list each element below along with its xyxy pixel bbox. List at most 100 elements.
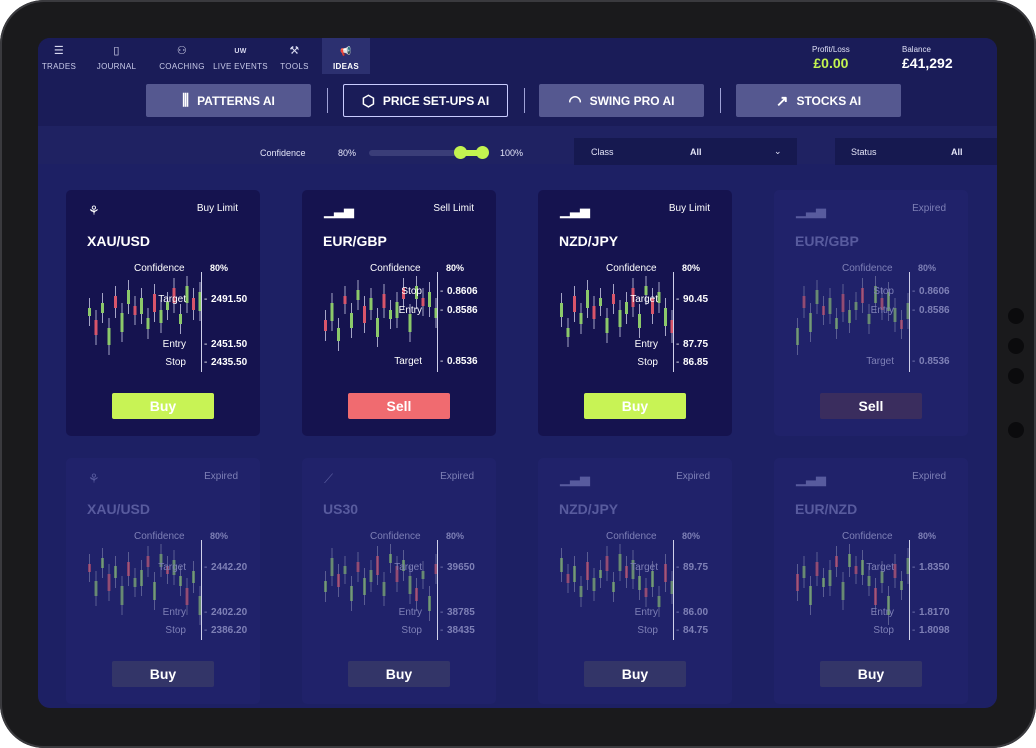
candle-body: [815, 562, 819, 576]
confidence-min-handle[interactable]: [454, 146, 467, 159]
side-button: [1008, 338, 1024, 354]
trade-card[interactable]: ▁▃▅ Expired EUR/GBP Confidence 80% Stop -0.860…: [774, 190, 968, 436]
level-tick: -: [912, 305, 916, 316]
tab-patterns-ai[interactable]: ⫼ PATTERNS AI: [146, 84, 311, 117]
status-select[interactable]: Status All: [835, 138, 997, 165]
confidence-label: Confidence: [134, 263, 185, 274]
candle-body: [893, 564, 897, 578]
nav-live-events[interactable]: UW LIVE EVENTS: [211, 38, 270, 74]
candle-body: [120, 313, 124, 332]
level-label: Stop: [873, 625, 894, 636]
status-text: Expired: [912, 203, 946, 214]
sell-button[interactable]: Sell: [348, 393, 450, 419]
level-label: Stop: [401, 286, 422, 297]
level-label: Entry: [870, 607, 894, 618]
candle-body: [900, 581, 903, 590]
candle-body: [369, 570, 373, 582]
level-value: 38435: [447, 625, 475, 636]
level-label: Entry: [162, 607, 186, 618]
candle-body: [573, 296, 576, 312]
candle-body: [599, 298, 602, 306]
hexagon-arrow-icon: ⬡: [361, 92, 375, 110]
candle-body: [402, 560, 405, 571]
candle-body: [887, 292, 890, 311]
buy-button[interactable]: Buy: [820, 661, 922, 687]
confidence-slider-track[interactable]: [369, 150, 487, 156]
candle-body: [153, 294, 156, 312]
coaching-icon: ⚇: [176, 45, 188, 57]
candle-body: [618, 310, 622, 327]
buy-button[interactable]: Buy: [112, 393, 214, 419]
profit-loss: Profit/Loss £0.00: [812, 45, 850, 71]
candle-body: [415, 588, 418, 601]
nav-trades[interactable]: ☰ TRADES: [38, 38, 80, 74]
candle-body: [809, 313, 812, 332]
candle-body: [356, 290, 360, 300]
level-label: Entry: [398, 305, 422, 316]
level-label: Target: [866, 562, 894, 573]
candle-body: [854, 566, 858, 574]
level-label: Target: [630, 562, 658, 573]
candle-body: [638, 314, 641, 328]
profit-loss-label: Profit/Loss: [812, 45, 850, 54]
confidence-max-handle[interactable]: [476, 146, 489, 159]
trade-card[interactable]: ⟋ Expired US30 Confidence 80% Target -39650 Ent…: [302, 458, 496, 704]
profit-loss-value: £0.00: [813, 55, 849, 71]
candlestick-chart: [324, 544, 438, 621]
trade-card[interactable]: ▁▃▅ Expired EUR/NZD Confidence 80% Target -1.8…: [774, 458, 968, 704]
candle-body: [848, 554, 851, 567]
buy-button[interactable]: Buy: [348, 661, 450, 687]
candle-body: [330, 558, 334, 576]
candle-body: [127, 562, 130, 576]
level-value: 1.8350: [919, 562, 950, 573]
trade-card[interactable]: ⚘ Expired XAU/USD Confidence 80% Target -2442.…: [66, 458, 260, 704]
buy-button[interactable]: Buy: [584, 393, 686, 419]
uw-icon: UW: [234, 48, 247, 55]
candle-body: [146, 318, 150, 329]
candle-body: [120, 586, 124, 605]
price-axis: [909, 272, 910, 372]
level-label: Target: [630, 294, 658, 305]
nav-journal[interactable]: ▯ JOURNAL: [80, 38, 153, 74]
trade-card[interactable]: ▁▃▅ Expired NZD/JPY Confidence 80% Target -89.…: [538, 458, 732, 704]
level-value: 2386.20: [211, 625, 248, 636]
sell-button[interactable]: Sell: [820, 393, 922, 419]
candle-body: [172, 288, 176, 303]
candle-body: [670, 320, 674, 333]
candle-body: [114, 566, 117, 578]
candle-body: [140, 298, 143, 314]
trade-card[interactable]: ⚘ Buy Limit XAU/USD Confidence 80% Target -249…: [66, 190, 260, 436]
candle-body: [828, 570, 832, 586]
nav-tools[interactable]: ⚒ TOOLS: [270, 38, 319, 74]
candle-body: [867, 314, 871, 324]
candle-body: [887, 596, 890, 615]
tools-icon: ⚒: [289, 45, 300, 57]
class-select[interactable]: Class All ⌄: [574, 138, 797, 165]
candle-body: [874, 588, 877, 605]
candle-body: [796, 328, 799, 345]
candle-body: [153, 582, 156, 600]
tab-swing-pro-ai[interactable]: ◠ SWING PRO AI: [539, 84, 704, 117]
trade-card[interactable]: ▁▃▅ Buy Limit NZD/JPY Confidence 80% Target -9…: [538, 190, 732, 436]
confidence-max-value: 100%: [500, 148, 524, 158]
nav-label: LIVE EVENTS: [213, 62, 268, 71]
nav-coaching[interactable]: ⚇ COACHING: [153, 38, 211, 74]
nav-label: JOURNAL: [96, 62, 137, 71]
candle-body: [605, 556, 609, 571]
candle-body: [566, 574, 570, 583]
balance: Balance £41,292: [902, 45, 953, 71]
candle-body: [395, 566, 399, 582]
nav-ideas[interactable]: 📢 IDEAS: [322, 38, 370, 74]
buy-button[interactable]: Buy: [112, 661, 214, 687]
level-label: Entry: [634, 339, 658, 350]
buy-button[interactable]: Buy: [584, 661, 686, 687]
candle-body: [841, 294, 845, 312]
candle-body: [185, 588, 189, 605]
candle-body: [166, 566, 169, 574]
price-axis: [673, 272, 674, 372]
level-label: Target: [394, 562, 422, 573]
level-tick: -: [440, 305, 444, 316]
tab-stocks-ai[interactable]: ↗ STOCKS AI: [736, 84, 901, 117]
tab-price-setups-ai[interactable]: ⬡ PRICE SET-UPS AI: [343, 84, 508, 117]
trade-card[interactable]: ▁▃▅ Sell Limit EUR/GBP Confidence 80% Stop -0.…: [302, 190, 496, 436]
